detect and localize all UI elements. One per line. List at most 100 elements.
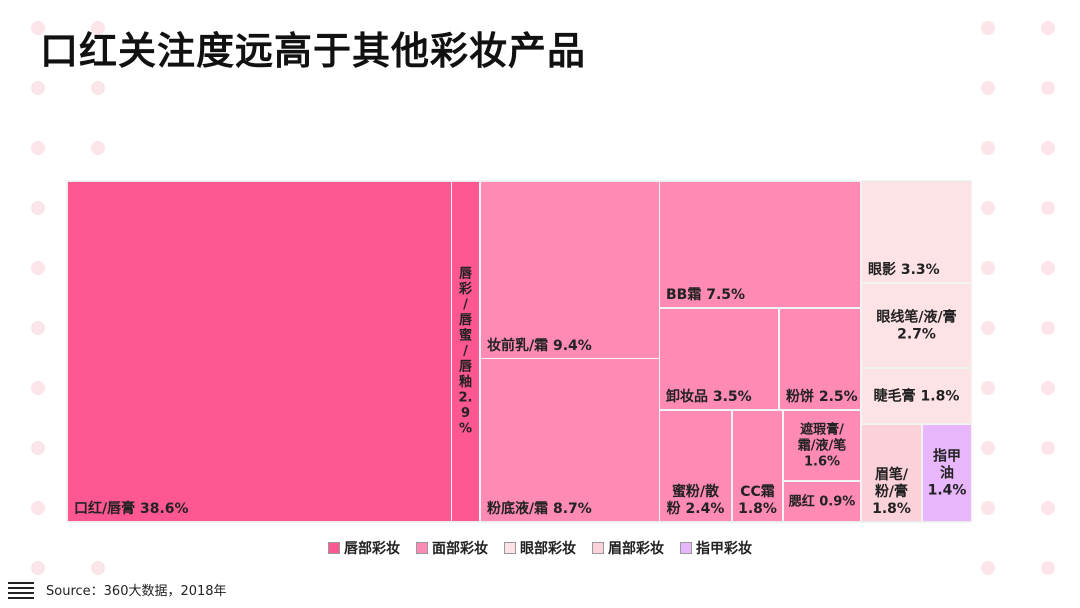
legend-label-face: 面部彩妆 <box>432 541 488 557</box>
treemap-cell: 卸妆品 3.5% <box>660 309 778 409</box>
background-dot <box>981 141 995 155</box>
treemap-label: 1.8% <box>872 501 911 517</box>
treemap-label: 遮瑕膏/ <box>800 422 844 438</box>
treemap-cell: 唇彩/唇蜜/唇釉2.9% <box>452 182 479 521</box>
treemap-label: 蜜粉/散 <box>672 483 720 500</box>
treemap-cell-rect <box>862 369 971 423</box>
background-dot <box>31 381 45 395</box>
treemap-label: 眼线笔/液/膏 <box>876 309 956 326</box>
treemap-cell: 蜜粉/散粉 2.4% <box>660 411 731 521</box>
background-dot <box>1041 81 1055 95</box>
background-dot <box>1041 141 1055 155</box>
treemap-label: / <box>463 344 468 359</box>
treemap-cell: 眼线笔/液/膏2.7% <box>862 284 971 367</box>
background-dot <box>91 21 105 35</box>
treemap-cell-rect <box>733 411 782 521</box>
treemap-label: 粉饼 2.5% <box>786 388 858 405</box>
background-dot <box>1041 201 1055 215</box>
background-dot <box>1041 441 1055 455</box>
treemap-label: 唇 <box>459 312 473 328</box>
background-dot <box>981 21 995 35</box>
background-dot <box>91 141 105 155</box>
treemap-label: 蜜 <box>459 327 472 343</box>
chart-legend: 唇部彩妆 面部彩妆 眼部彩妆 眉部彩妆 指甲彩妆 <box>0 538 1080 558</box>
treemap-cell-rect <box>452 182 479 521</box>
background-dot <box>981 201 995 215</box>
page-title: 口红关注度远高于其他彩妆产品 <box>40 29 587 73</box>
treemap-label: 唇 <box>459 265 473 281</box>
treemap-cell-rect <box>784 482 860 521</box>
legend-label-nail: 指甲彩妆 <box>696 541 752 557</box>
background-dot <box>31 201 45 215</box>
treemap-cell: BB霜 7.5% <box>660 182 860 307</box>
treemap-cell-rect <box>862 284 971 367</box>
background-dot <box>31 21 45 35</box>
treemap-cell: 粉饼 2.5% <box>780 309 860 409</box>
background-dot <box>981 81 995 95</box>
source-text: Source：360大数据，2018年 <box>46 584 227 599</box>
background-dot <box>1041 561 1055 575</box>
legend-swatch-lip <box>328 542 340 554</box>
legend-label-lip: 唇部彩妆 <box>344 541 400 557</box>
legend-item-lip: 唇部彩妆 <box>328 538 400 558</box>
treemap-cell-rect <box>923 425 971 521</box>
treemap-label: 釉 <box>459 374 472 390</box>
treemap-cell: 粉底液/霜 8.7% <box>481 359 659 521</box>
legend-swatch-eye <box>504 542 516 554</box>
treemap-cell: 遮瑕膏/霜/液/笔1.6% <box>784 411 860 480</box>
treemap-label: 9 <box>461 406 470 421</box>
background-dot <box>31 441 45 455</box>
background-dot <box>31 81 45 95</box>
legend-swatch-nail <box>680 542 692 554</box>
background-dot <box>31 261 45 275</box>
background-dot <box>1041 21 1055 35</box>
menu-icon <box>8 581 34 599</box>
background-dot <box>981 381 995 395</box>
treemap-label: / <box>463 297 468 312</box>
legend-item-face: 面部彩妆 <box>416 538 488 558</box>
background-dot <box>981 261 995 275</box>
treemap-cell-rect <box>862 182 971 282</box>
background-dot <box>1041 321 1055 335</box>
treemap-cell: 口红/唇膏 38.6% <box>68 182 451 521</box>
legend-label-eye: 眼部彩妆 <box>520 541 576 557</box>
treemap-cell-rect <box>780 309 860 409</box>
treemap-label: 1.6% <box>804 455 840 470</box>
background-dot <box>1041 381 1055 395</box>
background-dot <box>981 561 995 575</box>
treemap-label: 1.8% <box>738 501 777 517</box>
treemap-label: 妆前乳/霜 9.4% <box>487 337 592 354</box>
treemap-label: 2. <box>459 390 473 405</box>
background-dot <box>31 501 45 515</box>
treemap-label: 眉笔/ <box>875 466 909 483</box>
treemap-label: CC霜 <box>740 483 775 500</box>
treemap-cell-rect <box>660 309 778 409</box>
treemap-label: 睫毛膏 1.8% <box>874 388 960 405</box>
treemap-label: 霜/液/笔 <box>797 438 847 454</box>
treemap-cell: 妆前乳/霜 9.4% <box>481 182 659 358</box>
treemap-label: 粉/膏 <box>875 483 908 500</box>
treemap-cell: 眉笔/粉/膏1.8% <box>862 425 921 521</box>
treemap-label: % <box>459 421 472 436</box>
background-dot <box>1041 261 1055 275</box>
treemap-label: 粉 2.4% <box>667 500 725 517</box>
treemap-cell: 眼影 3.3% <box>862 182 971 282</box>
source-footer: Source：360大数据，2018年 <box>8 580 227 599</box>
background-dot <box>981 321 995 335</box>
treemap-cell: 睫毛膏 1.8% <box>862 369 971 423</box>
background-dot <box>1041 501 1055 515</box>
treemap-cell-rect <box>660 411 731 521</box>
treemap-label: 眼影 3.3% <box>868 262 940 278</box>
treemap-label: 油 <box>940 465 954 482</box>
treemap-label: 2.7% <box>897 327 936 343</box>
treemap-label: 腮红 0.9% <box>789 494 856 510</box>
background-dot <box>981 441 995 455</box>
background-dot <box>31 141 45 155</box>
treemap-cell-rect <box>660 182 860 307</box>
legend-item-brow: 眉部彩妆 <box>592 538 664 558</box>
treemap-cell-rect <box>481 359 659 521</box>
treemap-cell-rect <box>68 182 451 521</box>
background-dot <box>91 81 105 95</box>
